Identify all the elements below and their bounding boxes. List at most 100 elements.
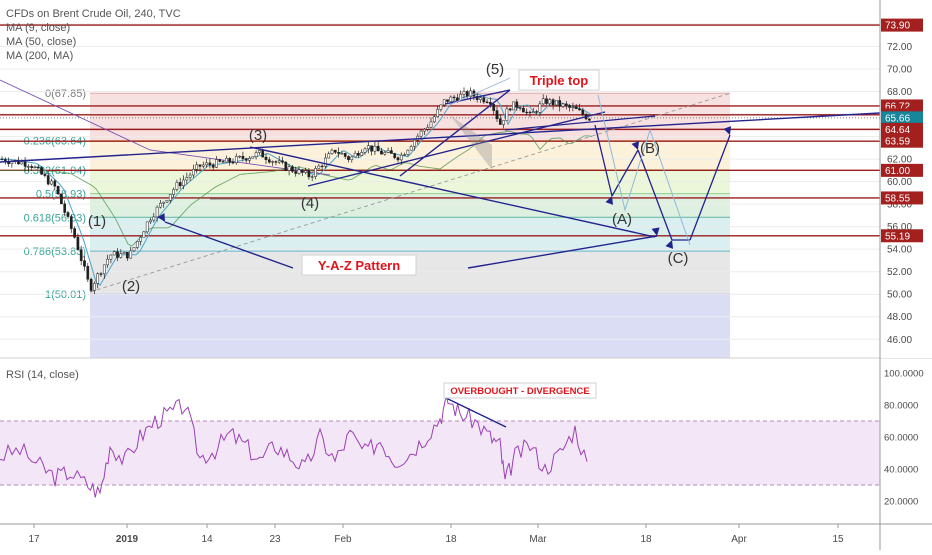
trend-line[interactable] (611, 149, 639, 197)
trend-line[interactable] (637, 149, 673, 241)
trend-line[interactable] (249, 146, 656, 238)
candle-body (578, 108, 581, 111)
candle-body (254, 152, 258, 157)
candle-body (172, 189, 175, 195)
trend-line[interactable] (0, 112, 881, 163)
trend-line[interactable] (689, 134, 731, 241)
candle-body (370, 145, 373, 152)
candle-body (182, 179, 185, 187)
price-tag-label: 58.55 (885, 193, 910, 204)
candle-body (132, 247, 136, 252)
candle-body (79, 249, 83, 261)
arrowhead (605, 196, 614, 205)
arrowhead (665, 240, 674, 249)
candle-body (291, 166, 294, 172)
candle-body (558, 100, 562, 107)
candle-body (89, 278, 93, 291)
price-tag (881, 122, 923, 136)
rsi-axis[interactable]: 100.0000 80.0000 60.0000 40.0000 20.0000 (884, 369, 924, 508)
candle-body (102, 264, 106, 275)
wave-label: (3) (249, 127, 267, 144)
candle-body (393, 153, 397, 158)
price-tag-label: 64.64 (885, 125, 910, 136)
candle-body (277, 160, 281, 163)
candle-body (30, 166, 34, 168)
candle-body (294, 171, 298, 174)
candle-body (452, 96, 456, 99)
candle-body (456, 97, 459, 101)
candle-body (23, 161, 27, 167)
candle-body (502, 120, 505, 125)
candle-body (152, 216, 156, 221)
price-axis[interactable]: 74.0072.0070.0068.0066.0064.0062.0060.00… (881, 0, 932, 358)
price-tick-label: 46.00 (887, 335, 912, 346)
candle-body (63, 203, 67, 213)
candle-body (274, 161, 278, 163)
trend-lines[interactable] (0, 77, 881, 269)
fib-zone (90, 193, 730, 218)
time-tick-label: Mar (529, 534, 547, 545)
candle-body (83, 260, 86, 267)
candle-body (211, 164, 215, 168)
trend-line[interactable] (164, 221, 294, 269)
candle-body (149, 219, 152, 223)
price-tick-label: 56.00 (887, 222, 912, 233)
trend-line[interactable] (399, 89, 511, 177)
candle-body (205, 162, 208, 166)
candle-body (498, 118, 502, 125)
candle-body (545, 98, 548, 104)
arrowhead (723, 126, 732, 135)
fib-zone (90, 294, 730, 358)
price-grid (0, 23, 880, 340)
trend-line[interactable] (467, 235, 658, 269)
chart-legend: CFDs on Brent Crude Oil, 240, TVC MA (9,… (6, 8, 181, 381)
candle-body (426, 127, 430, 130)
candle-body (439, 104, 443, 110)
candle-body (518, 107, 522, 109)
candle-body (93, 283, 96, 291)
price-tag-label: 63.59 (885, 137, 910, 148)
candle-body (525, 111, 529, 114)
candle-body (188, 174, 192, 178)
candle-body (353, 152, 357, 158)
arrowhead (157, 213, 165, 222)
candle-body (46, 175, 50, 185)
candle-body (330, 149, 334, 154)
candle-body (126, 251, 129, 259)
candle-body (528, 111, 532, 114)
legend-ma9: MA (9, close) (6, 22, 70, 34)
arrowhead (651, 227, 660, 236)
time-tick-label: 15 (832, 534, 844, 545)
candle-body (347, 156, 350, 160)
time-axis[interactable]: 17 2019 14 23 Feb 18 Mar 18 Apr 15 (28, 524, 844, 545)
annotation-triple-top[interactable]: Triple top (518, 69, 600, 91)
candle-body (571, 106, 575, 108)
trend-line[interactable] (444, 89, 511, 105)
divergence-line[interactable] (445, 397, 507, 428)
candle-body (495, 110, 499, 120)
candle-body (538, 103, 542, 113)
candle-body (376, 145, 380, 152)
candle-body (432, 116, 436, 123)
candle-body (135, 241, 139, 248)
candle-body (106, 258, 109, 266)
price-axis-bg (881, 0, 932, 358)
annotation-yaz-pattern[interactable]: Y-A-Z Pattern (301, 254, 417, 276)
candle-body (383, 152, 387, 155)
annotation-overbought[interactable]: OVERBOUGHT - DIVERGENCE (443, 382, 597, 399)
candle-body (350, 156, 354, 160)
arrowhead (631, 141, 640, 150)
candle-body (535, 111, 538, 113)
candle-body (142, 231, 146, 238)
candle-body (271, 161, 274, 163)
candle-body (564, 103, 568, 106)
trend-line[interactable] (307, 111, 606, 187)
candle-body (175, 182, 179, 190)
wave-label: (A) (612, 211, 632, 228)
candle-body (215, 159, 218, 168)
candle-body (588, 118, 591, 121)
trend-line[interactable] (504, 115, 656, 131)
trend-line[interactable] (594, 124, 613, 197)
price-tag (881, 18, 923, 32)
